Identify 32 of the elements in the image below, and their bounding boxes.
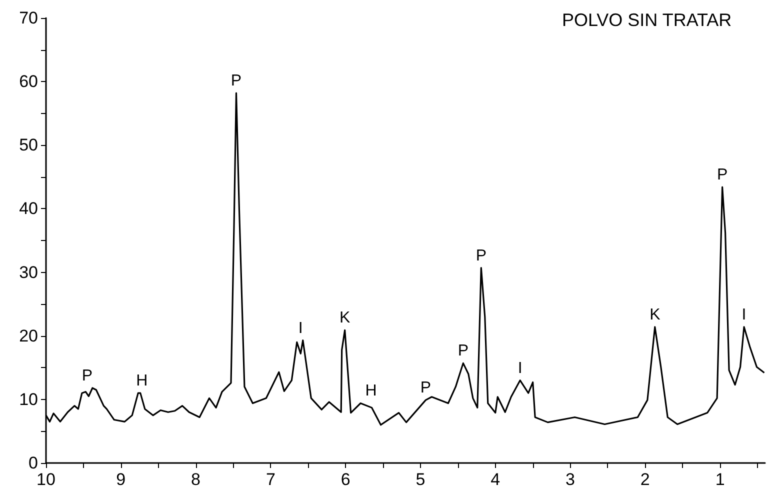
y-tick-label: 40 <box>19 199 38 218</box>
annotation: H <box>136 372 148 390</box>
annotation: I <box>518 360 522 377</box>
annotation: H <box>365 382 377 400</box>
x-tick-label: 7 <box>266 470 276 489</box>
annotation: I <box>298 320 303 337</box>
annotation: P <box>230 72 242 90</box>
x-tick-label: 4 <box>490 470 500 489</box>
y-tick-label: 60 <box>19 72 38 92</box>
x-tick-label: 3 <box>566 470 576 489</box>
y-tick-label: 50 <box>19 136 38 155</box>
annotation: P <box>476 247 486 264</box>
annotation: P <box>716 166 728 184</box>
annotation: K <box>650 306 661 324</box>
x-tick-label: 9 <box>116 470 126 489</box>
annotation: P <box>82 367 93 384</box>
y-tick-label: 70 <box>19 8 38 28</box>
chart-title: POLVO SIN TRATAR <box>562 10 732 30</box>
annotation: K <box>340 310 350 327</box>
y-tick-label: 0 <box>28 454 38 472</box>
x-tick-label: 10 <box>36 470 56 489</box>
y-tick-label: 30 <box>19 262 38 282</box>
y-tick-label: 20 <box>19 326 38 346</box>
x-tick-label: 8 <box>191 470 201 489</box>
annotation: I <box>742 306 746 324</box>
annotation: P <box>458 342 469 360</box>
x-tick-label: 2 <box>640 470 650 489</box>
x-tick-label: 6 <box>340 470 350 489</box>
y-tick-label: 10 <box>19 390 38 409</box>
annotation: P <box>420 380 432 397</box>
x-tick-label: 5 <box>416 470 426 489</box>
x-tick-label: 1 <box>715 470 725 489</box>
